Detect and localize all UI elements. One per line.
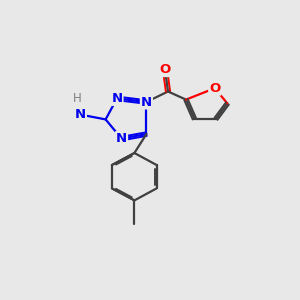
Text: O: O bbox=[159, 63, 171, 76]
Text: O: O bbox=[209, 82, 220, 95]
Text: N: N bbox=[111, 92, 123, 105]
Text: N: N bbox=[75, 108, 86, 121]
Text: N: N bbox=[116, 132, 127, 145]
Text: H: H bbox=[73, 92, 82, 106]
Text: N: N bbox=[141, 95, 152, 109]
